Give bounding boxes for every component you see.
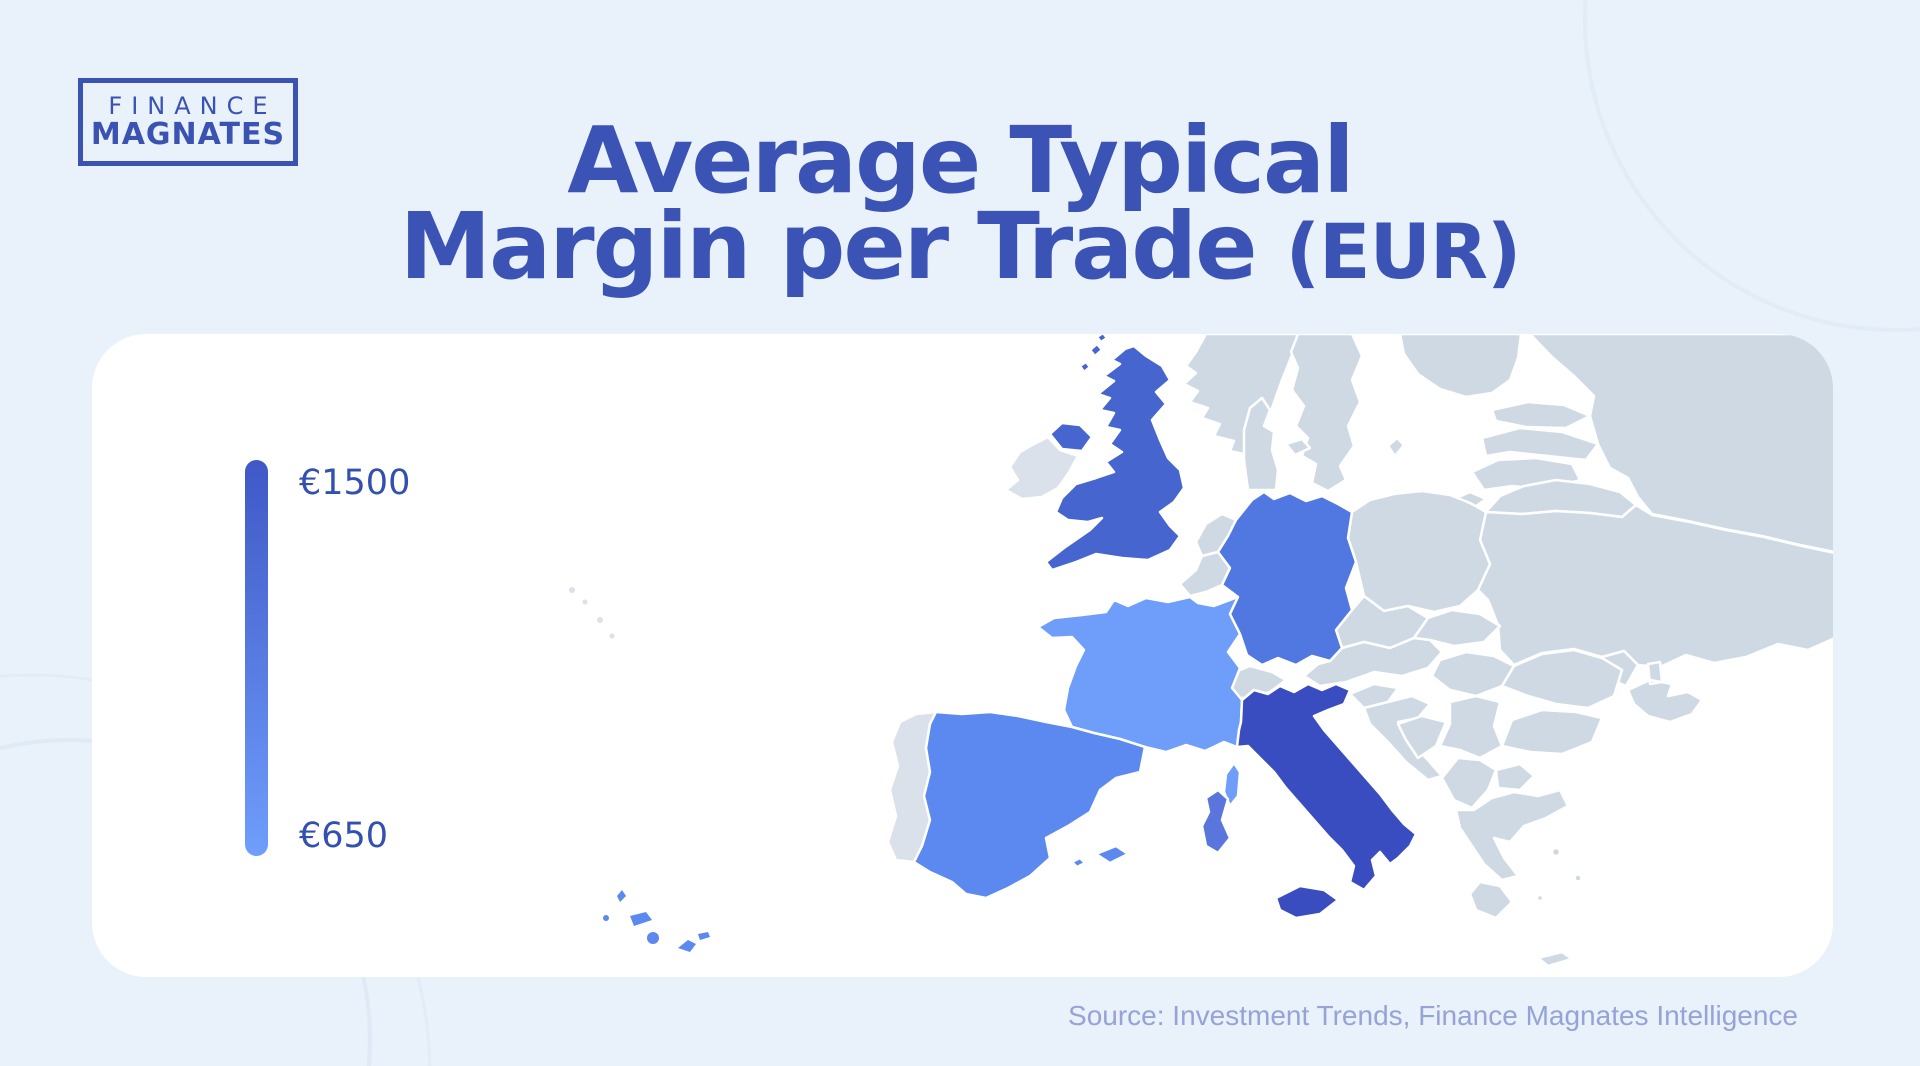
map-island-sardinia [1200, 788, 1232, 855]
map-island-sicily [1274, 884, 1340, 920]
map-region-crimea [1626, 660, 1704, 724]
map-country-serbia [1438, 694, 1504, 760]
map-country-bulgaria [1500, 708, 1604, 756]
map-island-crete [1536, 950, 1574, 968]
logo-line-magnates: MAGNATES [90, 116, 286, 152]
legend-min-label: €650 [299, 816, 389, 856]
source-attribution: Source: Investment Trends, Finance Magna… [1068, 1000, 1798, 1031]
title-unit: (EUR) [1285, 208, 1522, 296]
map-island-gotland [1386, 436, 1406, 458]
map-country-romania [1500, 648, 1624, 710]
map-islands-hebrides [1078, 334, 1109, 374]
finance-magnates-logo: FINANCE MAGNATES [78, 78, 298, 166]
europe-choropleth-map [569, 334, 1833, 968]
map-islands-canary [603, 890, 710, 952]
map-country-ireland [1004, 435, 1080, 501]
title-line-2: Margin per Trade (EUR) [399, 193, 1522, 300]
map-country-greece [1454, 788, 1570, 882]
legend-gradient-bar [245, 460, 268, 856]
map-country-italy [1235, 682, 1418, 892]
map-island-aegean [1535, 893, 1545, 903]
chart-card [92, 334, 1833, 977]
map-islands-balearic [1070, 844, 1130, 869]
map-islands-azores [569, 587, 615, 639]
map-island-zealand [1284, 437, 1312, 457]
map-country-macedonia [1494, 762, 1536, 792]
map-country-latvia [1480, 426, 1600, 462]
legend-max-label: €1500 [299, 463, 411, 503]
map-island-corsica [1222, 761, 1242, 808]
page-title: Average Typical Margin per Trade (EUR) [0, 107, 1920, 300]
map-country-estonia [1490, 400, 1592, 430]
map-country-spain [912, 710, 1147, 900]
map-country-united-kingdom [1044, 344, 1186, 572]
map-country-norway [1182, 334, 1300, 457]
map-country-sweden [1289, 334, 1364, 493]
map-country-germany [1216, 490, 1358, 667]
map-country-poland [1346, 489, 1492, 614]
map-country-bosnia [1396, 714, 1448, 760]
map-country-denmark [1242, 396, 1280, 492]
title-line-1: Average Typical [567, 107, 1354, 214]
map-country-finland [1398, 334, 1523, 399]
logo-line-finance: FINANCE [108, 91, 277, 120]
map-island-aegean [1573, 873, 1583, 883]
map-region-northern-ireland [1048, 421, 1094, 453]
map-country-hungary [1430, 650, 1516, 698]
map-island-aegean [1550, 846, 1562, 858]
map-country-albania-montenegro [1440, 756, 1498, 810]
map-region-peloponnese [1468, 880, 1514, 920]
